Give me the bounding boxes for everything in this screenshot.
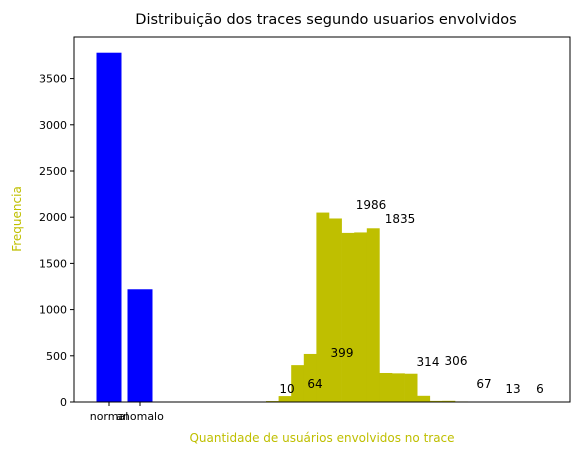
y-tick-label: 500 <box>46 350 67 363</box>
y-tick-label: 2000 <box>39 211 67 224</box>
y-tick-label: 3500 <box>39 73 67 86</box>
bar-value-label: 314 <box>417 355 440 369</box>
bar-value-label: 67 <box>476 377 491 391</box>
y-tick-label: 1500 <box>39 257 67 270</box>
histogram-bin <box>366 228 380 402</box>
bars <box>96 52 468 402</box>
bar-value-label: 6 <box>536 382 544 396</box>
histogram-bin <box>291 365 305 402</box>
y-tick-label: 0 <box>60 396 67 409</box>
histogram-bin <box>379 372 393 402</box>
bar-value-label: 1986 <box>356 198 387 212</box>
bar-value-label: 10 <box>279 382 294 396</box>
x-axis-label: Quantidade de usuários envolvidos no tra… <box>189 431 454 445</box>
bar-value-label: 13 <box>505 382 520 396</box>
histogram-bin <box>417 395 431 402</box>
y-axis-label: Frequencia <box>10 186 24 252</box>
bar-normal <box>96 52 122 402</box>
histogram-bin <box>429 400 443 402</box>
chart-title: Distribuição dos traces segundo usuarios… <box>135 12 516 28</box>
bar-anomalo <box>127 289 153 402</box>
histogram-bin <box>354 232 368 402</box>
histogram-bin <box>341 232 355 402</box>
plot-frame <box>73 36 571 403</box>
histogram-bin <box>316 212 330 402</box>
histogram-bin <box>442 400 456 402</box>
histogram-bin <box>392 373 405 402</box>
histogram-bin <box>404 373 418 402</box>
bar-value-label: 399 <box>331 346 354 360</box>
y-tick-label: 1000 <box>39 304 67 317</box>
x-tick-label-normal: normal <box>90 410 129 423</box>
y-axis: 0 500 1000 1500 2000 2500 3000 3500 <box>39 73 74 409</box>
histogram-bin <box>303 353 317 402</box>
y-tick-label: 2500 <box>39 165 67 178</box>
bar-value-label: 1835 <box>385 212 416 226</box>
x-tick-label-anomalo: anomalo <box>116 410 164 423</box>
bar-value-label: 306 <box>445 354 468 368</box>
histogram-bin <box>329 218 342 402</box>
histogram-bin <box>278 396 292 402</box>
bar-value-label: 64 <box>307 377 322 391</box>
y-tick-label: 3000 <box>39 119 67 132</box>
